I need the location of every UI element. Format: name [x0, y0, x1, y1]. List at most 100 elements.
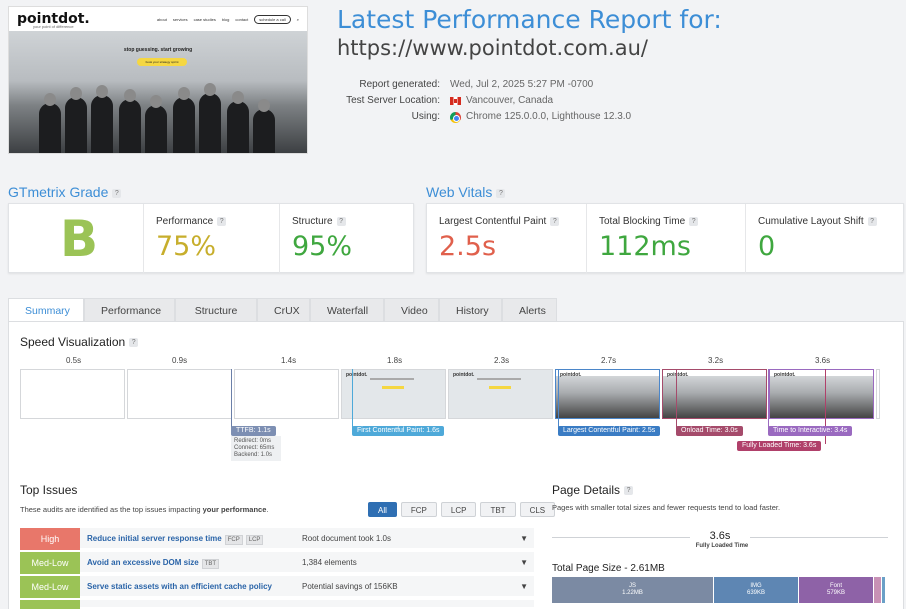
size-segment[interactable]: [882, 577, 885, 603]
thumb-menu-item: services: [172, 16, 188, 22]
size-segment[interactable]: IMG 639KB: [714, 577, 798, 603]
tab-alerts[interactable]: Alerts: [502, 298, 557, 322]
chevron-down-icon[interactable]: ▼: [520, 582, 528, 591]
tab-waterfall[interactable]: Waterfall: [310, 298, 384, 322]
fully-loaded-marker-line: [825, 369, 826, 444]
size-segment[interactable]: [874, 577, 881, 603]
time-label: 1.4s: [281, 356, 297, 365]
report-meta-values: Wed, Jul 2, 2025 5:27 PM -0700 Vancouver…: [450, 77, 750, 125]
report-tabs: Summary Performance Structure CrUX Water…: [8, 298, 557, 322]
chrome-icon: [450, 111, 461, 123]
time-label: 2.3s: [494, 356, 510, 365]
help-icon[interactable]: ?: [217, 216, 227, 226]
tab-summary[interactable]: Summary: [8, 298, 84, 322]
filmstrip-frame[interactable]: pointdot.: [662, 369, 767, 419]
issue-row[interactable]: Med-Low Serve static assets with an effi…: [20, 576, 534, 598]
lcp-value: 2.5s: [439, 231, 497, 262]
time-label: 2.7s: [601, 356, 617, 365]
time-label: 0.9s: [172, 356, 188, 365]
performance-value: 75%: [156, 231, 217, 262]
frame-logo: pointdot.: [346, 372, 368, 378]
filmstrip-frame[interactable]: [234, 369, 339, 419]
grade-letter: B: [59, 210, 99, 268]
filmstrip-frame[interactable]: pointdot.: [555, 369, 660, 419]
filter-lcp[interactable]: LCP: [440, 502, 477, 517]
time-label: 3.6s: [815, 356, 831, 365]
tab-history[interactable]: History: [439, 298, 502, 322]
chevron-down-icon[interactable]: ▼: [520, 558, 528, 567]
thumb-nav: pointdot. your point of difference about…: [9, 7, 307, 31]
issue-tag: TBT: [201, 559, 220, 569]
fully-loaded-label: Fully Loaded Time: [695, 543, 749, 549]
thumb-menu-item: case studies: [193, 16, 216, 22]
structure-label: Structure: [292, 216, 333, 227]
tab-structure[interactable]: Structure: [175, 298, 257, 322]
issue-filters: All FCP LCP TBT CLS: [368, 502, 556, 517]
structure-cell: Structure? 95%: [279, 204, 415, 274]
filmstrip-frame[interactable]: pointdot.: [448, 369, 553, 419]
frame-logo: pointdot.: [453, 372, 475, 378]
thumb-hero-button: book your strategy sprint: [137, 58, 187, 66]
help-icon[interactable]: ?: [112, 188, 122, 198]
generated-label: Report generated:: [359, 79, 440, 90]
filmstrip-frame[interactable]: [20, 369, 125, 419]
filmstrip-frame[interactable]: pointdot.: [341, 369, 446, 419]
help-icon[interactable]: ?: [496, 188, 506, 198]
filmstrip-frame[interactable]: [127, 369, 232, 419]
severity-badge: [20, 600, 80, 609]
chevron-down-icon[interactable]: ▼: [520, 534, 528, 543]
page-size-bar: JS 1.22MB IMG 639KB Font 579KB: [552, 577, 888, 603]
report-url[interactable]: https://www.pointdot.com.au/: [337, 36, 648, 60]
help-icon[interactable]: ?: [129, 338, 139, 348]
help-icon[interactable]: ?: [689, 216, 699, 226]
filmstrip-frame[interactable]: pointdot.: [769, 369, 874, 419]
frame-logo: pointdot.: [667, 372, 689, 378]
ttfb-details: Redirect: 0ms Connect: 65ms Backend: 1.0…: [231, 436, 281, 461]
filter-fcp[interactable]: FCP: [400, 502, 437, 517]
time-label: 0.5s: [66, 356, 82, 365]
performance-label: Performance: [156, 216, 214, 227]
thumb-hero-title: stop guessing. start growing: [123, 47, 193, 53]
tab-video[interactable]: Video: [384, 298, 439, 322]
generated-value: Wed, Jul 2, 2025 5:27 PM -0700: [450, 79, 594, 90]
using-value: Chrome 125.0.0.0, Lighthouse 12.3.0: [466, 111, 632, 122]
issue-name[interactable]: Avoid an excessive DOM size TBT: [87, 552, 220, 574]
tab-performance[interactable]: Performance: [84, 298, 175, 322]
thumb-tagline: your point of difference: [33, 24, 74, 29]
tab-crux[interactable]: CrUX: [257, 298, 310, 322]
help-icon[interactable]: ?: [336, 216, 346, 226]
report-meta-labels: Report generated: Test Server Location: …: [300, 77, 440, 125]
ttfb-marker: TTFB: 1.1s: [231, 426, 276, 436]
cls-value: 0: [758, 231, 776, 262]
filter-tbt[interactable]: TBT: [480, 502, 516, 517]
issue-detail: Root document took 1.0s: [302, 534, 391, 543]
issue-name[interactable]: Serve static assets with an efficient ca…: [87, 582, 272, 591]
size-segment[interactable]: JS 1.22MB: [552, 577, 713, 603]
fully-loaded-value: 3.6s: [690, 530, 750, 542]
issue-name[interactable]: Reduce initial server response time FCP LC…: [87, 528, 264, 550]
page-screenshot: pointdot. your point of difference about…: [8, 6, 308, 154]
thumb-menu: about services case studies blog contact…: [157, 14, 299, 24]
location-value: Vancouver, Canada: [466, 95, 554, 106]
size-segment[interactable]: Font 579KB: [799, 577, 873, 603]
fully-loaded-marker: Fully Loaded Time: 3.6s: [737, 441, 822, 451]
tbt-cell: Total Blocking Time? 112ms: [586, 204, 745, 274]
ttfb-marker-line: [231, 369, 232, 429]
issue-tag: LCP: [245, 535, 264, 545]
onload-marker: Onload Time: 3.0s: [676, 426, 743, 436]
help-icon[interactable]: ?: [550, 216, 560, 226]
issue-row[interactable]: [20, 600, 534, 609]
web-vitals-heading: Web Vitals?: [426, 184, 506, 200]
issue-row[interactable]: High Reduce initial server response time…: [20, 528, 534, 550]
issue-row[interactable]: Med-Low Avoid an excessive DOM size TBT 1…: [20, 552, 534, 574]
filter-cls[interactable]: CLS: [519, 502, 556, 517]
lcp-marker-line: [558, 369, 559, 429]
lcp-marker: Largest Contentful Paint: 2.5s: [558, 426, 661, 436]
help-icon[interactable]: ?: [624, 486, 634, 496]
performance-cell: Performance? 75%: [143, 204, 279, 274]
help-icon[interactable]: ?: [867, 216, 877, 226]
filter-all[interactable]: All: [368, 502, 397, 517]
tbt-label: Total Blocking Time: [599, 216, 686, 227]
thumb-menu-item: blog: [221, 16, 230, 22]
canada-flag-icon: [450, 97, 461, 105]
